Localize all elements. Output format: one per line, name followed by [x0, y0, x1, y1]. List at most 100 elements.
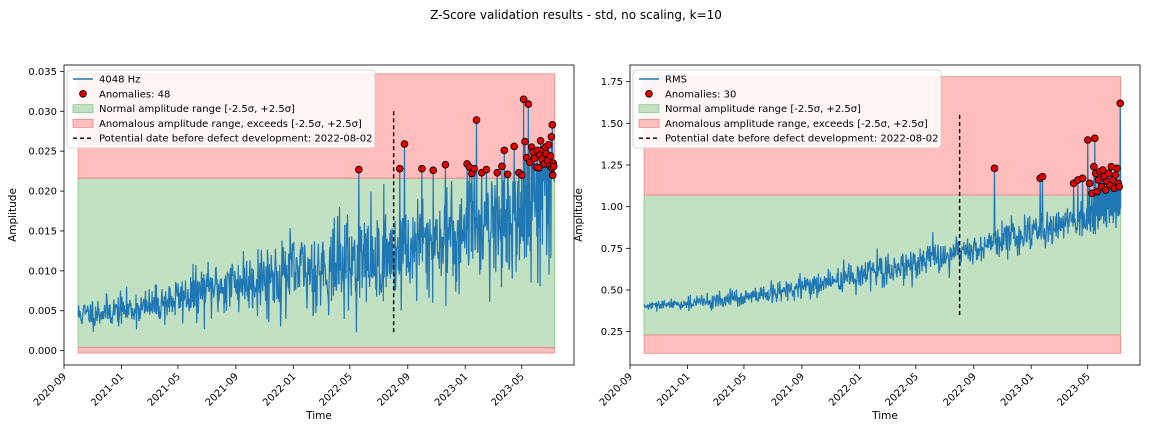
x-tick-label: 2022-01: [261, 371, 298, 408]
y-ticks-rms: 0.25 0.50 0.75 1.00 1.25 1.50 1.75: [601, 77, 630, 338]
y-tick-label: 0.035: [28, 67, 57, 78]
anomaly-point: [498, 162, 506, 171]
y-tick-label: 0.005: [28, 306, 57, 317]
anomaly-point: [1111, 171, 1120, 179]
plot-frame-4048hz: [63, 64, 575, 366]
anomaly-point: [470, 164, 478, 173]
y-tick-label: 0.50: [601, 286, 623, 297]
legend-anomalous-swatch: [72, 119, 94, 128]
anomaly-point: [1090, 134, 1099, 143]
chart-4048hz: 0.000 0.005 0.010 0.015 0.020 0.025 0.030 0.035…: [7, 64, 575, 422]
anomaly-point: [395, 164, 404, 173]
x-tick-label: 2021-05: [712, 371, 749, 408]
anomaly-point: [547, 133, 556, 141]
legend-entry-label: Anomalies: 48: [99, 89, 170, 100]
y-tick-label: 1.75: [601, 77, 623, 88]
legend-entry-label: Anomalies: 30: [665, 89, 736, 100]
anomaly-point: [1085, 179, 1094, 188]
legend-entry-label: Anomalous amplitude range, exceeds [-2.5…: [665, 119, 928, 130]
legend-rms: RMS Anomalies: 30 Normal amplitude range […: [632, 69, 942, 149]
legend-entry-label: 4048 Hz: [99, 75, 140, 86]
legend-entry-label: Normal amplitude range [-2.5σ, +2.5σ]: [99, 104, 295, 115]
legend-marker-swatch: [79, 90, 87, 98]
legend-normal-swatch: [638, 104, 660, 113]
anomaly-point: [510, 142, 518, 151]
x-ticks-4048hz: 2020-09 2021-01 2021-05 2021-09 2022-01 2022-…: [32, 365, 527, 409]
anomaly-point: [1101, 186, 1110, 194]
anomaly-point: [1038, 172, 1047, 181]
x-tick-label: 2020-09: [32, 371, 69, 408]
anomaly-point: [429, 166, 437, 175]
legend-4048hz: 4048 Hz Anomalies: 48 Normal amplitude ran…: [66, 69, 376, 149]
anomaly-points-rms: [990, 99, 1125, 198]
legend-box: [632, 69, 942, 149]
x-tick-label: 2021-01: [89, 371, 126, 408]
anomaly-point: [549, 162, 558, 171]
x-ticks-rms: 2020-09 2021-01 2021-05 2021-09 2022-01 2022-…: [598, 365, 1093, 409]
anomaly-point: [1104, 169, 1113, 178]
anomaly-point: [1093, 187, 1101, 196]
y-axis-label-rms: Amplitude: [573, 188, 585, 242]
y-tick-label: 0.015: [28, 226, 57, 237]
anomaly-point: [418, 164, 426, 173]
x-tick-label: 2023-01: [433, 371, 470, 408]
legend-entry-label: RMS: [665, 75, 687, 86]
anomaly-point: [548, 121, 557, 129]
x-tick-label: 2023-05: [490, 371, 527, 408]
anomaly-point: [493, 168, 502, 177]
anomaly-point: [1078, 174, 1087, 183]
figure-title: Z-Score validation results - std, no sca…: [430, 8, 722, 22]
x-tick-label: 2022-09: [376, 371, 413, 408]
x-tick-label: 2021-09: [204, 371, 241, 408]
legend-entry-label: Normal amplitude range [-2.5σ, +2.5σ]: [665, 104, 861, 115]
anomaly-point: [482, 165, 491, 174]
y-tick-label: 0.010: [28, 266, 57, 277]
anomaly-point: [519, 95, 528, 104]
anomaly-point: [354, 165, 363, 174]
anomaly-point: [521, 137, 529, 146]
anomaly-point: [534, 164, 543, 172]
plot-frame-rms: [629, 64, 1141, 366]
chart-rms: 0.25 0.50 0.75 1.00 1.25 1.50 1.75 2020-09 2021…: [573, 64, 1141, 422]
x-tick-label: 2020-09: [598, 371, 635, 408]
legend-box: [66, 69, 376, 149]
anomaly-point: [1116, 99, 1125, 108]
y-tick-label: 0.25: [601, 327, 623, 338]
anomaly-point: [524, 100, 533, 108]
x-axis-label-4048hz: Time: [305, 410, 332, 422]
legend-entry-label: Potential date before defect development…: [99, 134, 372, 145]
x-tick-label: 2021-05: [146, 371, 183, 408]
legend-entry-label: Anomalous amplitude range, exceeds [-2.5…: [99, 119, 362, 130]
y-tick-label: 0.025: [28, 147, 57, 158]
legend-normal-swatch: [72, 104, 94, 113]
legend-entry-label: Potential date before defect development…: [665, 134, 938, 145]
anomaly-point: [990, 164, 999, 173]
anomaly-point: [1083, 136, 1092, 144]
anomaly-point: [544, 140, 553, 149]
anomaly-point: [441, 160, 450, 169]
signal-line-4048hz: [77, 99, 555, 333]
y-tick-label: 1.25: [601, 161, 623, 172]
anomaly-point: [1113, 164, 1121, 173]
y-tick-label: 1.50: [601, 119, 623, 130]
anomaly-point: [536, 136, 545, 145]
legend-anomalous-swatch: [638, 119, 660, 128]
x-tick-label: 2023-05: [1056, 371, 1093, 408]
x-tick-label: 2022-01: [827, 371, 864, 408]
x-tick-label: 2023-01: [999, 371, 1036, 408]
y-axis-label-4048hz: Amplitude: [7, 188, 19, 242]
y-tick-label: 0.020: [28, 187, 57, 198]
x-axis-label-rms: Time: [871, 410, 898, 422]
legend-marker-swatch: [645, 90, 653, 98]
anomaly-point: [549, 171, 557, 179]
anomaly-point: [503, 170, 512, 179]
anomaly-point: [400, 140, 409, 148]
anomaly-point: [1094, 176, 1103, 184]
x-tick-label: 2022-05: [884, 371, 921, 408]
y-tick-label: 0.030: [28, 107, 57, 118]
y-tick-label: 0.000: [28, 346, 57, 357]
anomaly-point: [1090, 162, 1098, 171]
x-tick-label: 2022-09: [942, 371, 979, 408]
x-tick-label: 2021-01: [655, 371, 692, 408]
